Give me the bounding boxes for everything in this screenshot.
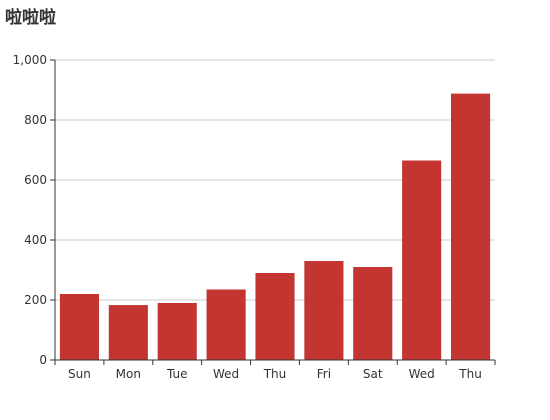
y-tick-label: 200 [24,293,47,307]
x-tick-label: Wed [213,367,239,381]
bar[interactable] [206,289,246,361]
bar[interactable] [255,273,295,360]
y-tick-label: 1,000 [13,53,47,67]
bar[interactable] [304,261,344,360]
y-tick-label: 400 [24,233,47,247]
x-tick-label: Thu [263,367,287,381]
y-tick-label: 0 [39,353,47,367]
y-tick-label: 600 [24,173,47,187]
x-tick-label: Sun [68,367,91,381]
x-tick-label: Wed [409,367,435,381]
x-tick-label: Thu [458,367,482,381]
bar[interactable] [157,303,197,360]
bar[interactable] [451,93,491,360]
x-tick-label: Tue [166,367,188,381]
bar[interactable] [59,294,99,360]
tick-labels: 0 200 400 600 800 1,000 Sun Mon Tue Wed Thu Fri Sat W… [13,53,482,381]
bar[interactable] [108,305,148,360]
axes [50,59,496,365]
bars [59,93,491,361]
y-tick-label: 800 [24,113,47,127]
bar[interactable] [402,160,442,361]
chart-title: 啦啦啦 [5,8,56,28]
x-tick-label: Mon [116,367,141,381]
bar[interactable] [353,267,393,360]
x-tick-label: Fri [317,367,331,381]
x-tick-label: Sat [363,367,383,381]
